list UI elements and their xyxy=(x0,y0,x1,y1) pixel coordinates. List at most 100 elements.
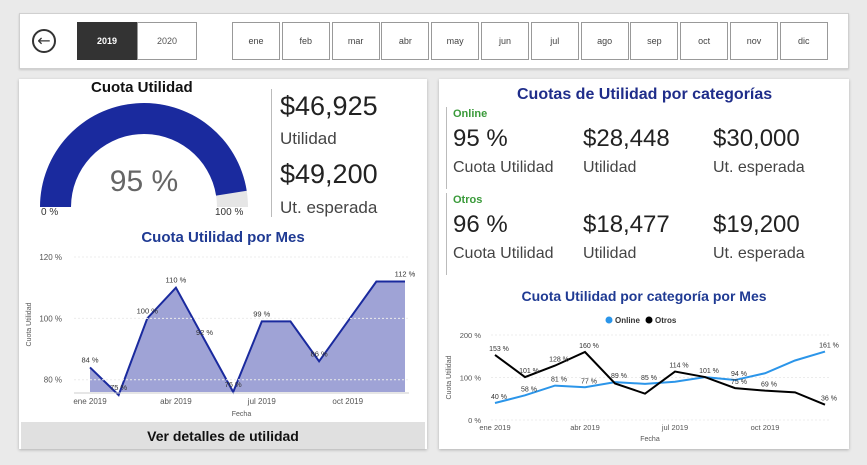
area-data-label: 84 % xyxy=(81,355,98,364)
monthly-area-chart: 80 % 100 % 120 % 84 % 75 % 100 % 110 % 92 % 76 %… xyxy=(26,253,416,418)
x-tick-label: oct 2019 xyxy=(332,397,363,406)
kpi-divider xyxy=(271,89,272,217)
month-button-ago[interactable]: ago xyxy=(580,22,629,60)
x-axis-title: Fecha xyxy=(232,411,252,418)
area-data-label: 112 % xyxy=(395,270,416,279)
online-esperada-label: Ut. esperada xyxy=(713,159,805,176)
otros-utilidad-value: $18,477 xyxy=(583,211,670,238)
gauge-min-label: 0 % xyxy=(41,207,59,218)
y-tick-label: 100 % xyxy=(460,374,482,383)
x-tick-label: jul 2019 xyxy=(247,397,277,406)
x-tick-label: oct 2019 xyxy=(751,423,780,432)
line-data-label: 81 % xyxy=(551,377,567,384)
month-button-feb[interactable]: feb xyxy=(281,22,330,60)
year-button-2019[interactable]: 2019 xyxy=(77,22,137,60)
otros-esperada-value: $19,200 xyxy=(713,211,800,238)
line-data-label: 160 % xyxy=(579,343,599,350)
area-data-label: 86 % xyxy=(311,349,328,358)
line-data-label: 101 % xyxy=(519,368,539,375)
line-data-label: 101 % xyxy=(699,368,719,375)
otros-utilidad-label: Utilidad xyxy=(583,245,637,262)
category-title: Cuotas de Utilidad por categorías xyxy=(517,86,773,103)
line-data-label: 75 % xyxy=(731,379,747,386)
area-data-label: 92 % xyxy=(196,328,213,337)
month-button-ene[interactable]: ene xyxy=(232,22,280,60)
line-data-label: 161 % xyxy=(819,343,839,350)
online-utilidad-label: Utilidad xyxy=(583,159,637,176)
gauge-title: Cuota Utilidad xyxy=(91,79,193,96)
otros-cuota-value: 96 % xyxy=(453,211,508,238)
date-filter-bar: ← 2019 2020 ene feb mar abr may jun jul ago sep o… xyxy=(19,13,849,69)
x-axis-title: Fecha xyxy=(640,436,660,443)
gauge-max-label: 100 % xyxy=(215,207,244,218)
category-chart-title: Cuota Utilidad por categoría por Mes xyxy=(521,288,767,304)
segment-online-name: Online xyxy=(453,108,488,120)
x-tick-label: ene 2019 xyxy=(73,397,107,406)
line-data-label: 89 % xyxy=(611,373,627,380)
gauge-fill xyxy=(40,102,247,207)
legend-marker xyxy=(605,316,613,324)
gauge-value: 95 % xyxy=(109,165,179,198)
y-tick-label: 0 % xyxy=(468,416,481,425)
series-line-otros xyxy=(494,350,826,406)
month-button-abr[interactable]: abr xyxy=(381,22,430,60)
segment-otros-name: Otros xyxy=(453,194,483,206)
x-tick-label: jul 2019 xyxy=(661,423,688,432)
y-tick-label: 100 % xyxy=(39,314,62,323)
x-tick-label: ene 2019 xyxy=(479,423,510,432)
otros-esperada-label: Ut. esperada xyxy=(713,245,805,262)
area-data-label: 110 % xyxy=(166,276,187,285)
line-data-label: 69 % xyxy=(761,382,777,389)
utilidad-label: Utilidad xyxy=(280,129,337,148)
category-line-chart: Online Otros 0 % 100 % 200 % 40 % 58 % 81 % 77 %… xyxy=(446,316,839,443)
line-data-label: 85 % xyxy=(641,375,657,382)
esperada-value: $49,200 xyxy=(280,159,378,189)
x-tick-label: abr 2019 xyxy=(570,423,600,432)
esperada-label: Ut. esperada xyxy=(280,198,378,217)
x-tick-label: abr 2019 xyxy=(160,397,192,406)
segment-divider-otros xyxy=(446,193,447,275)
line-data-label: 128 % xyxy=(549,357,569,364)
month-button-dic[interactable]: dic xyxy=(779,22,828,60)
line-data-label: 153 % xyxy=(489,346,509,353)
month-button-nov[interactable]: nov xyxy=(730,22,778,60)
legend-marker xyxy=(645,316,653,324)
area-fill xyxy=(90,281,405,396)
y-axis-title: Cuota Utilidad xyxy=(446,355,453,399)
segment-divider-online xyxy=(446,107,447,189)
y-tick-label: 80 % xyxy=(44,376,62,385)
line-data-label: 36 % xyxy=(821,396,837,403)
month-button-sep[interactable]: sep xyxy=(630,22,679,60)
details-button[interactable]: Ver detalles de utilidad xyxy=(21,422,425,449)
line-data-label: 94 % xyxy=(731,371,747,378)
month-button-oct[interactable]: oct xyxy=(680,22,729,60)
area-line xyxy=(89,280,405,397)
area-data-label: 99 % xyxy=(253,309,270,318)
month-button-jul[interactable]: jul xyxy=(530,22,579,60)
gauge-chart xyxy=(40,102,248,207)
line-data-label: 40 % xyxy=(491,394,507,401)
online-utilidad-value: $28,448 xyxy=(583,125,670,152)
line-data-label: 77 % xyxy=(581,378,597,385)
year-button-2020[interactable]: 2020 xyxy=(137,22,197,60)
month-button-jun[interactable]: jun xyxy=(481,22,529,60)
legend-label: Otros xyxy=(655,316,677,325)
legend-label: Online xyxy=(615,316,640,325)
area-data-label: 75 % xyxy=(110,383,127,392)
online-cuota-value: 95 % xyxy=(453,125,508,152)
line-data-label: 58 % xyxy=(521,386,537,393)
otros-cuota-label: Cuota Utilidad xyxy=(453,245,554,262)
area-data-label: 76 % xyxy=(225,380,242,389)
y-axis-title: Cuota Utilidad xyxy=(26,302,33,346)
month-button-may[interactable]: may xyxy=(431,22,480,60)
utilidad-value: $46,925 xyxy=(280,91,378,121)
category-card: Cuotas de Utilidad por categorías Online… xyxy=(439,79,849,449)
back-arrow-icon[interactable]: ← xyxy=(32,29,56,53)
online-esperada-value: $30,000 xyxy=(713,125,800,152)
line-data-label: 114 % xyxy=(669,363,688,370)
summary-card: Cuota Utilidad 95 % 0 % 100 % $46,925 Ut… xyxy=(19,79,427,449)
month-button-mar[interactable]: mar xyxy=(331,22,380,60)
y-tick-label: 120 % xyxy=(39,253,62,262)
area-data-label: 100 % xyxy=(137,306,159,315)
y-tick-label: 200 % xyxy=(460,331,482,340)
